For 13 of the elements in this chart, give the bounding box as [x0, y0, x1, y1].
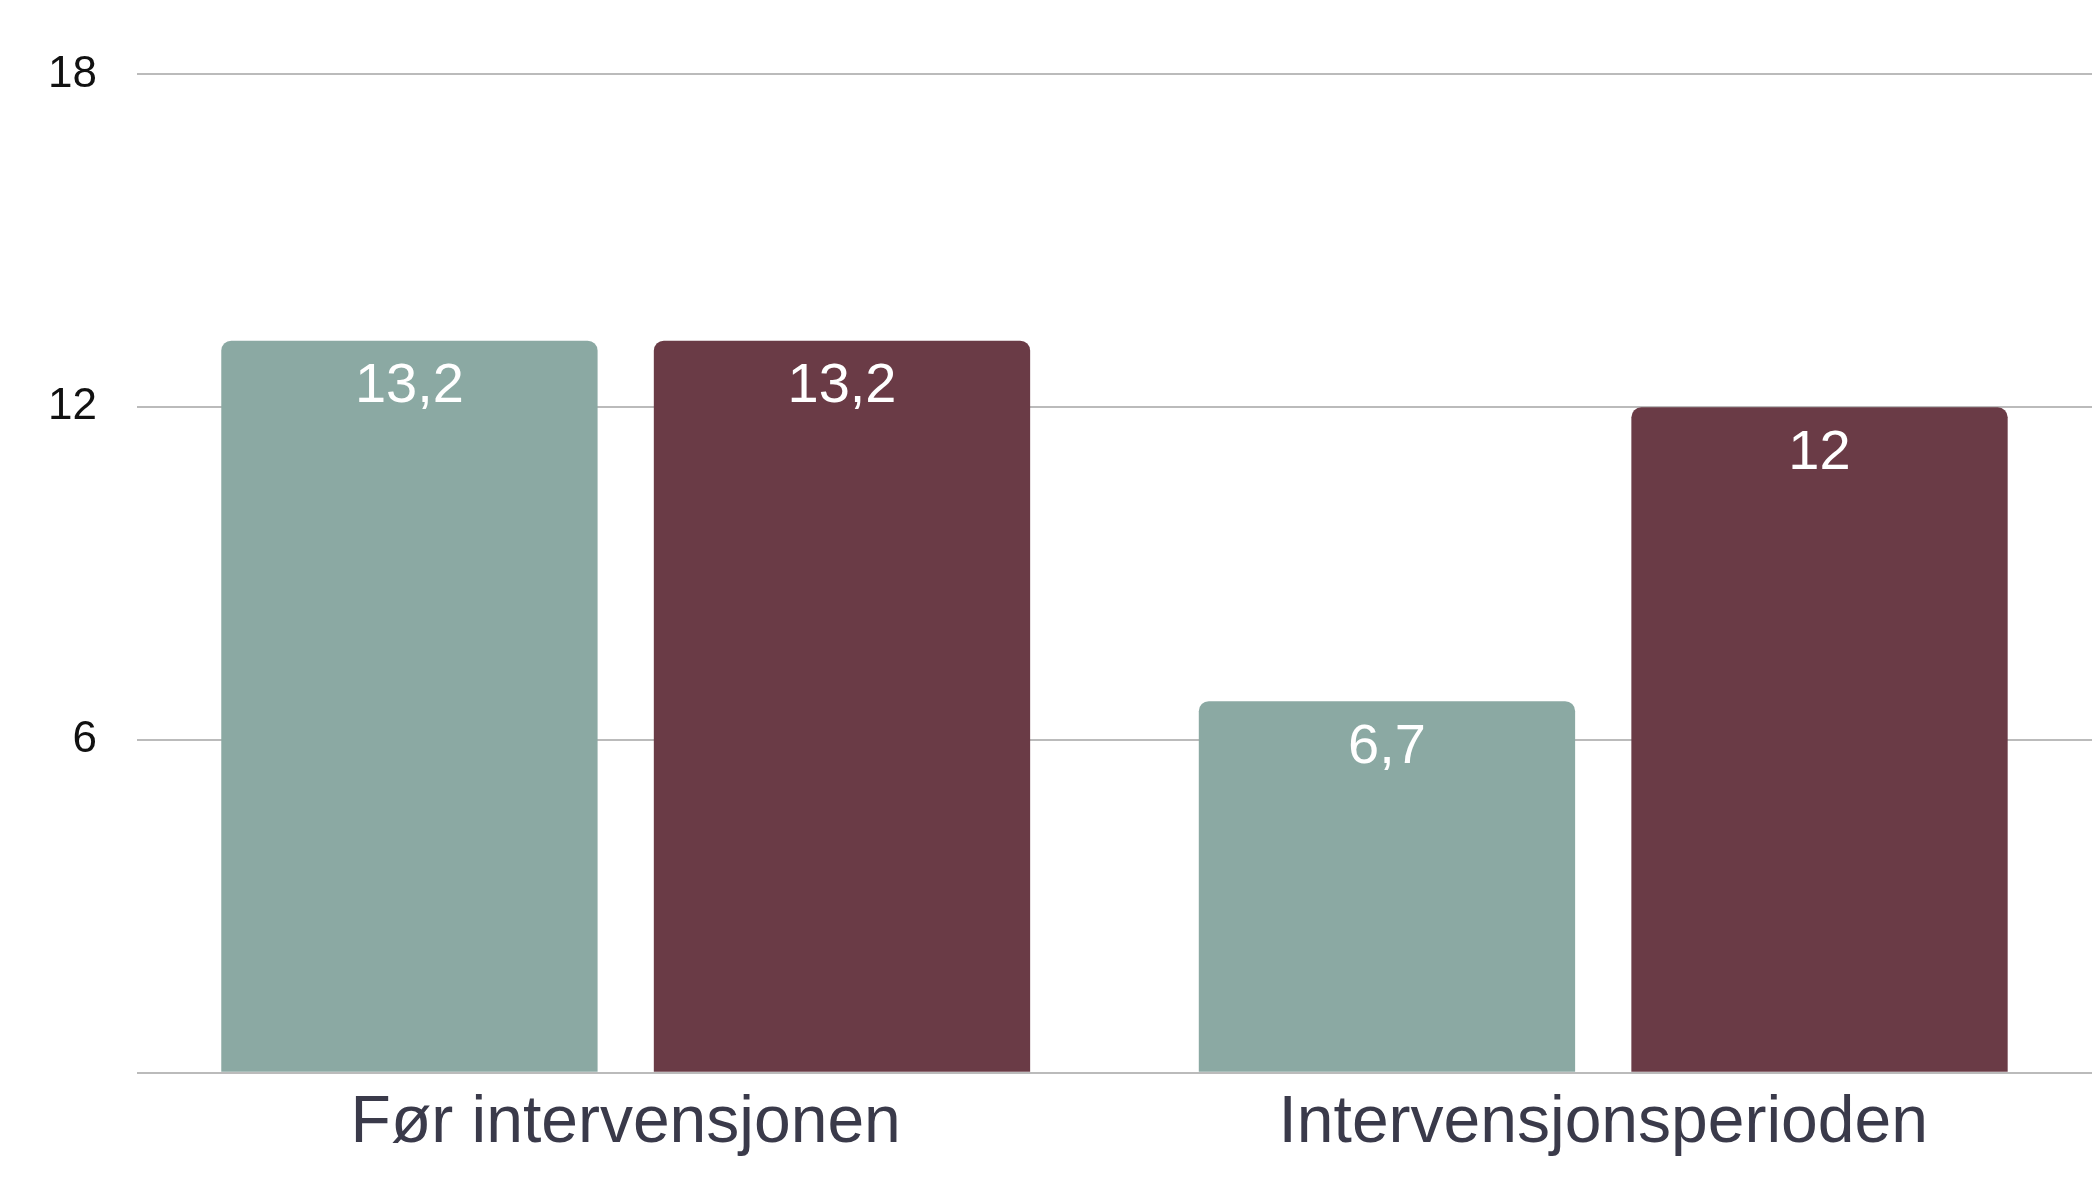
x-tick-label: Før intervensjonen	[350, 1081, 901, 1156]
data-label: 13,2	[354, 351, 464, 415]
data-label: 6,7	[1348, 711, 1426, 775]
y-tick-label: 12	[47, 379, 97, 429]
x-tick-label: Intervensjonsperioden	[1278, 1081, 1928, 1156]
bar	[1631, 407, 2008, 1072]
bar	[1198, 701, 1576, 1072]
y-tick-label: 6	[72, 712, 97, 762]
data-label: 12	[1788, 417, 1851, 481]
bar	[653, 340, 1031, 1072]
bar	[221, 340, 598, 1072]
y-tick-label: 18	[47, 46, 97, 96]
data-label: 13,2	[787, 351, 897, 415]
